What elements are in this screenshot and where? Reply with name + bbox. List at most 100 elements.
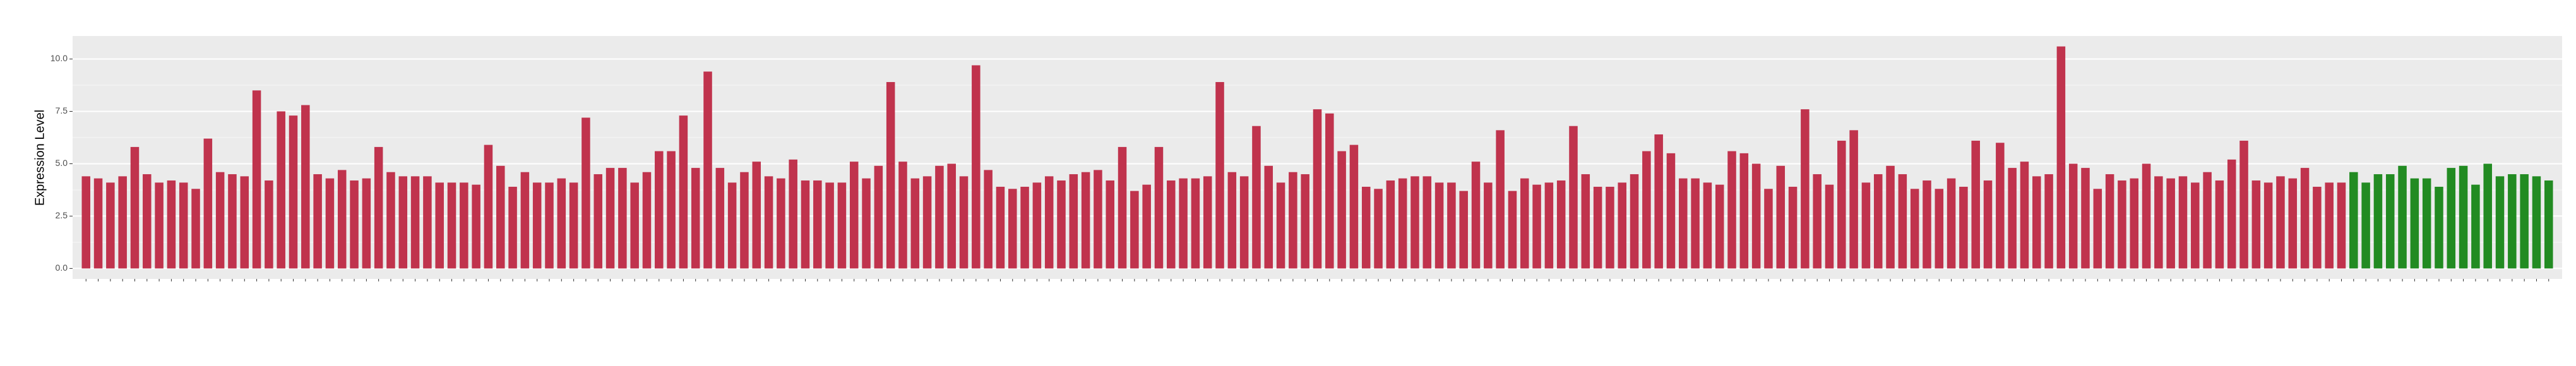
bar xyxy=(447,182,456,269)
bar xyxy=(2020,162,2029,269)
bar xyxy=(2361,182,2370,269)
bar xyxy=(2227,159,2236,269)
bar xyxy=(862,178,871,269)
bar xyxy=(813,180,822,269)
bar xyxy=(1069,174,1078,269)
bar xyxy=(1447,182,1456,269)
bar xyxy=(789,159,797,269)
bar xyxy=(2276,176,2285,269)
bar xyxy=(265,180,273,269)
bar xyxy=(240,176,249,269)
bar xyxy=(1544,182,1554,269)
bar xyxy=(593,174,602,269)
bar xyxy=(837,182,847,269)
bar xyxy=(325,178,335,269)
bar xyxy=(1459,191,1468,269)
bar xyxy=(752,162,761,269)
bar xyxy=(2349,172,2358,269)
bar xyxy=(1289,172,1297,269)
bar xyxy=(374,146,383,269)
bar xyxy=(1337,151,1346,269)
bar xyxy=(2435,186,2443,269)
bar xyxy=(898,162,907,269)
bar xyxy=(618,168,627,269)
bar xyxy=(801,180,810,269)
bar xyxy=(2508,174,2517,269)
bar xyxy=(935,165,944,269)
bar xyxy=(1094,170,1102,269)
bar xyxy=(1593,186,1602,269)
bar xyxy=(1715,184,1724,269)
bar xyxy=(1410,176,1419,269)
bar xyxy=(301,105,310,269)
bar xyxy=(1983,180,1993,269)
bar xyxy=(667,151,676,269)
bar xyxy=(740,172,749,269)
bar xyxy=(2093,189,2102,269)
bar xyxy=(947,163,956,269)
bar xyxy=(460,182,468,269)
bar xyxy=(1556,180,1566,269)
bar xyxy=(1434,182,1444,269)
bar xyxy=(410,176,420,269)
bar xyxy=(1496,130,1505,269)
bar xyxy=(252,90,261,269)
bar xyxy=(2154,176,2163,269)
bar xyxy=(605,168,615,269)
bar xyxy=(715,168,725,269)
bar xyxy=(1630,174,1639,269)
bar xyxy=(1081,172,1090,269)
bar xyxy=(1801,109,1810,269)
bar xyxy=(1996,143,2005,269)
bar xyxy=(106,182,115,269)
bar xyxy=(386,172,395,269)
bar xyxy=(1825,184,1834,269)
bar xyxy=(532,182,542,269)
bar xyxy=(777,178,785,269)
bar xyxy=(1654,134,1663,269)
bar xyxy=(118,176,127,269)
bar xyxy=(1947,178,1956,269)
bar xyxy=(1154,146,1164,269)
bar xyxy=(1739,153,1749,269)
bar xyxy=(1276,182,1285,269)
bar xyxy=(508,186,517,269)
bar xyxy=(630,182,639,269)
bar xyxy=(2130,178,2138,269)
bar xyxy=(520,172,530,269)
bar xyxy=(959,176,969,269)
bar xyxy=(1057,180,1066,269)
bar xyxy=(972,65,981,269)
y-tick-label: 5.0 xyxy=(56,158,68,168)
bar xyxy=(1301,174,1309,269)
bar xyxy=(398,176,408,269)
bar xyxy=(764,176,773,269)
bar xyxy=(1398,178,1407,269)
bar xyxy=(472,184,480,269)
bar xyxy=(569,182,578,269)
bar xyxy=(825,182,834,269)
bar xyxy=(545,182,554,269)
bar xyxy=(130,146,140,269)
bar xyxy=(203,138,213,269)
bar xyxy=(2142,163,2151,269)
bar xyxy=(2300,168,2310,269)
bar xyxy=(1118,146,1127,269)
bar xyxy=(1849,130,1858,269)
bar xyxy=(93,178,103,269)
bar xyxy=(215,172,225,269)
bar xyxy=(1215,82,1224,269)
bar xyxy=(1386,180,1395,269)
bar xyxy=(1179,178,1188,269)
bar xyxy=(155,182,164,269)
bar xyxy=(1252,126,1261,269)
bar xyxy=(313,174,322,269)
bar xyxy=(1886,165,1895,269)
bar xyxy=(1618,182,1626,269)
bar xyxy=(337,170,347,269)
bar xyxy=(1484,182,1493,269)
bar xyxy=(362,178,371,269)
bar xyxy=(2410,178,2419,269)
bar xyxy=(143,174,152,269)
bar xyxy=(1971,140,1980,269)
